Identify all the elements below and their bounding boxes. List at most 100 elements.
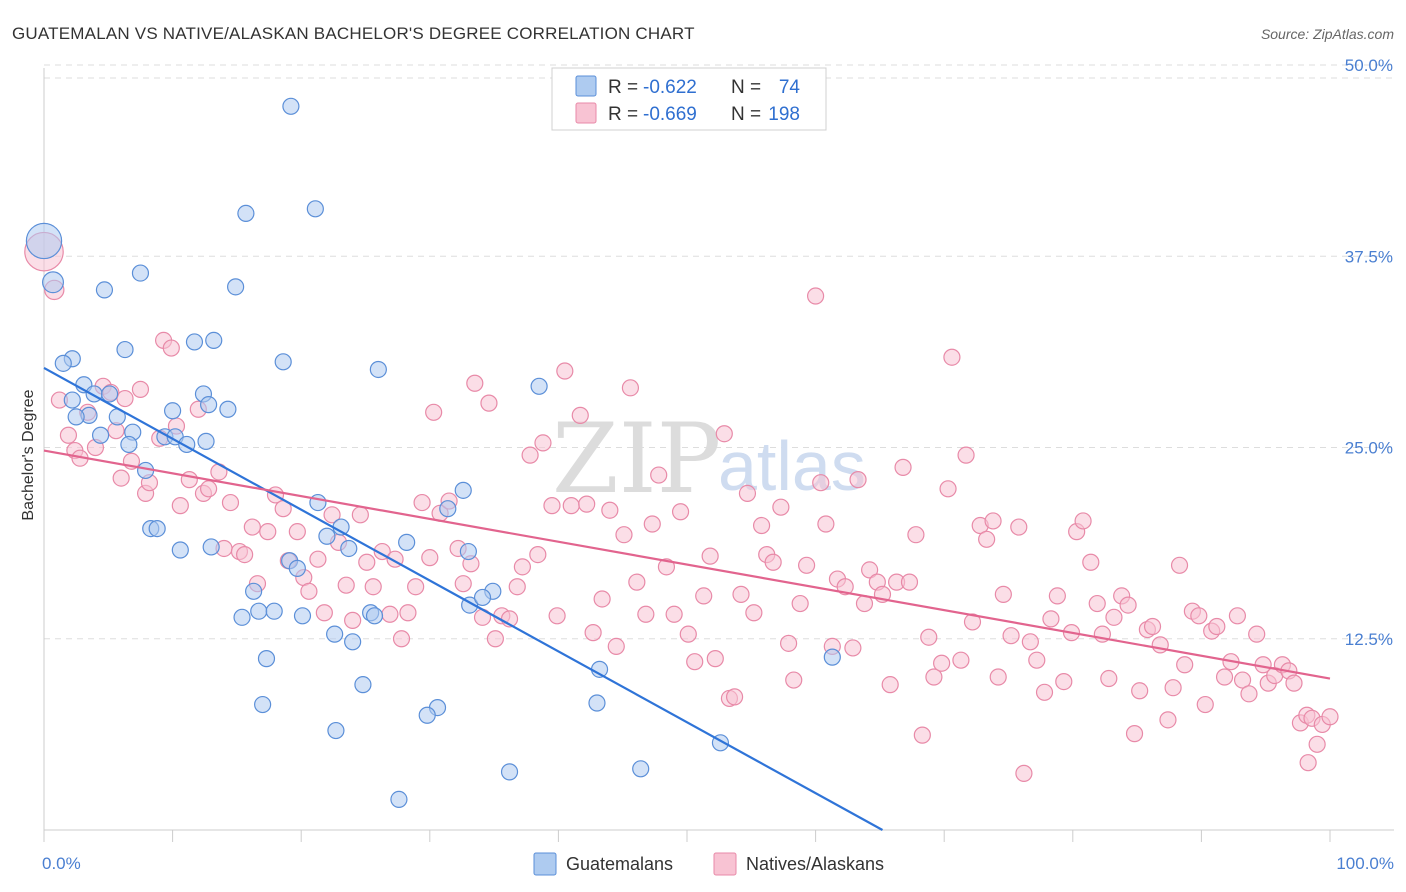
natives-point-178 xyxy=(1228,607,1247,625)
natives-point-168 xyxy=(1164,679,1182,697)
chart-title: GUATEMALAN VS NATIVE/ALASKAN BACHELOR'S … xyxy=(12,24,695,43)
stats-legend-box xyxy=(551,67,827,131)
natives-point-30 xyxy=(236,545,254,564)
natives-point-150 xyxy=(1048,587,1066,605)
natives-point-44 xyxy=(337,576,355,594)
natives-point-55 xyxy=(413,493,431,512)
guatemalans-point-68 xyxy=(418,706,436,724)
bottom-legend-natives: Natives/Alaskans xyxy=(746,854,884,874)
guatemalans-point-31 xyxy=(219,400,237,418)
guatemalans-point-42 xyxy=(265,602,283,620)
guatemalans-point-26 xyxy=(185,333,204,351)
natives-point-169 xyxy=(1170,556,1189,574)
natives-point-134 xyxy=(943,348,961,366)
natives-point-144 xyxy=(1010,518,1028,536)
guatemalans-point-36 xyxy=(274,353,292,371)
watermark: ZIP atlas xyxy=(552,403,866,515)
natives-point-132 xyxy=(933,654,951,672)
natives-point-92 xyxy=(671,503,690,521)
natives-point-94 xyxy=(686,653,704,671)
natives-point-75 xyxy=(548,607,566,625)
natives-point-39 xyxy=(300,582,318,600)
x-tick-label-end: 100.0% xyxy=(1336,854,1394,873)
legend-n-label-1: N = xyxy=(731,77,761,98)
natives-point-147 xyxy=(1028,651,1046,669)
guatemalans-point-32 xyxy=(227,278,245,296)
guatemalans-point-62 xyxy=(530,377,548,395)
natives-point-102 xyxy=(738,484,757,502)
guatemalans-point-43 xyxy=(233,608,251,626)
legend-r-value-2: -0.669 xyxy=(643,104,697,125)
natives-point-95 xyxy=(695,587,713,605)
guatemalans-point-27 xyxy=(205,331,223,349)
natives-point-74 xyxy=(543,497,561,515)
natives-point-108 xyxy=(779,634,798,652)
natives-point-83 xyxy=(607,637,625,656)
guatemalans-point-22 xyxy=(202,538,220,556)
natives-point-103 xyxy=(745,604,763,622)
trendline-natives xyxy=(43,449,1331,680)
y-tick-label-0: 12.5% xyxy=(1345,630,1393,649)
natives-point-130 xyxy=(920,628,938,646)
natives-point-63 xyxy=(466,374,484,392)
series-guatemalans-points xyxy=(25,97,841,809)
natives-point-78 xyxy=(571,406,589,424)
natives-point-141 xyxy=(989,668,1007,686)
natives-point-136 xyxy=(957,446,975,464)
natives-point-146 xyxy=(1021,633,1039,651)
natives-point-85 xyxy=(621,379,640,397)
chart-source: Source: ZipAtlas.com xyxy=(1261,26,1394,42)
guatemalans-point-63 xyxy=(354,676,372,694)
x-tick-labels: 0.0% 100.0% xyxy=(42,854,1394,873)
natives-point-124 xyxy=(881,676,899,694)
natives-point-82 xyxy=(601,501,619,519)
guatemalans-point-11 xyxy=(91,426,110,444)
natives-point-100 xyxy=(725,688,744,706)
natives-point-167 xyxy=(1159,711,1177,729)
guatemalans-point-64 xyxy=(327,721,345,740)
natives-point-139 xyxy=(978,530,996,548)
natives-point-73 xyxy=(534,434,552,452)
guatemalans-point-54 xyxy=(390,790,408,809)
x-tick-label-start: 0.0% xyxy=(42,854,81,873)
natives-point-71 xyxy=(521,446,539,464)
guatemalans-point-48 xyxy=(340,539,358,558)
legend-r-label-2: R = xyxy=(608,104,638,125)
natives-point-28 xyxy=(221,493,240,512)
natives-point-69 xyxy=(508,578,526,596)
natives-point-41 xyxy=(315,604,333,622)
natives-point-173 xyxy=(1196,695,1214,714)
natives-point-46 xyxy=(351,506,369,524)
y-tick-label-2: 37.5% xyxy=(1345,247,1393,266)
guatemalans-point-66 xyxy=(257,650,276,668)
natives-point-143 xyxy=(1002,627,1020,645)
natives-point-163 xyxy=(1131,682,1149,700)
natives-point-89 xyxy=(650,466,668,484)
axes xyxy=(43,68,1394,842)
natives-point-40 xyxy=(309,550,327,568)
natives-point-110 xyxy=(791,594,809,613)
guatemalans-point-37 xyxy=(369,360,387,379)
y-tick-labels: 12.5% 25.0% 37.5% 50.0% xyxy=(1345,56,1393,649)
natives-point-65 xyxy=(480,394,498,412)
natives-point-148 xyxy=(1035,683,1054,701)
natives-point-121 xyxy=(861,561,879,579)
natives-point-170 xyxy=(1176,656,1194,674)
guatemalans-point-23 xyxy=(95,281,114,299)
bottom-legend-guatemalans: Guatemalans xyxy=(566,854,673,874)
natives-point-54 xyxy=(407,578,425,596)
natives-point-131 xyxy=(925,668,943,686)
natives-point-142 xyxy=(994,585,1012,603)
natives-point-37 xyxy=(288,523,306,541)
guatemalans-point-71 xyxy=(632,760,650,778)
guatemalans-point-13 xyxy=(120,435,138,454)
series-natives-points xyxy=(24,231,1339,782)
bottom-legend-swatch-guatemalans xyxy=(533,852,557,876)
natives-point-112 xyxy=(806,287,825,305)
guatemalans-point-73 xyxy=(823,648,841,666)
natives-point-181 xyxy=(1248,625,1266,643)
series-legend: Guatemalans Natives/Alaskans xyxy=(533,852,884,876)
natives-point-98 xyxy=(715,425,733,443)
natives-point-162 xyxy=(1125,725,1144,743)
natives-point-107 xyxy=(772,498,790,516)
